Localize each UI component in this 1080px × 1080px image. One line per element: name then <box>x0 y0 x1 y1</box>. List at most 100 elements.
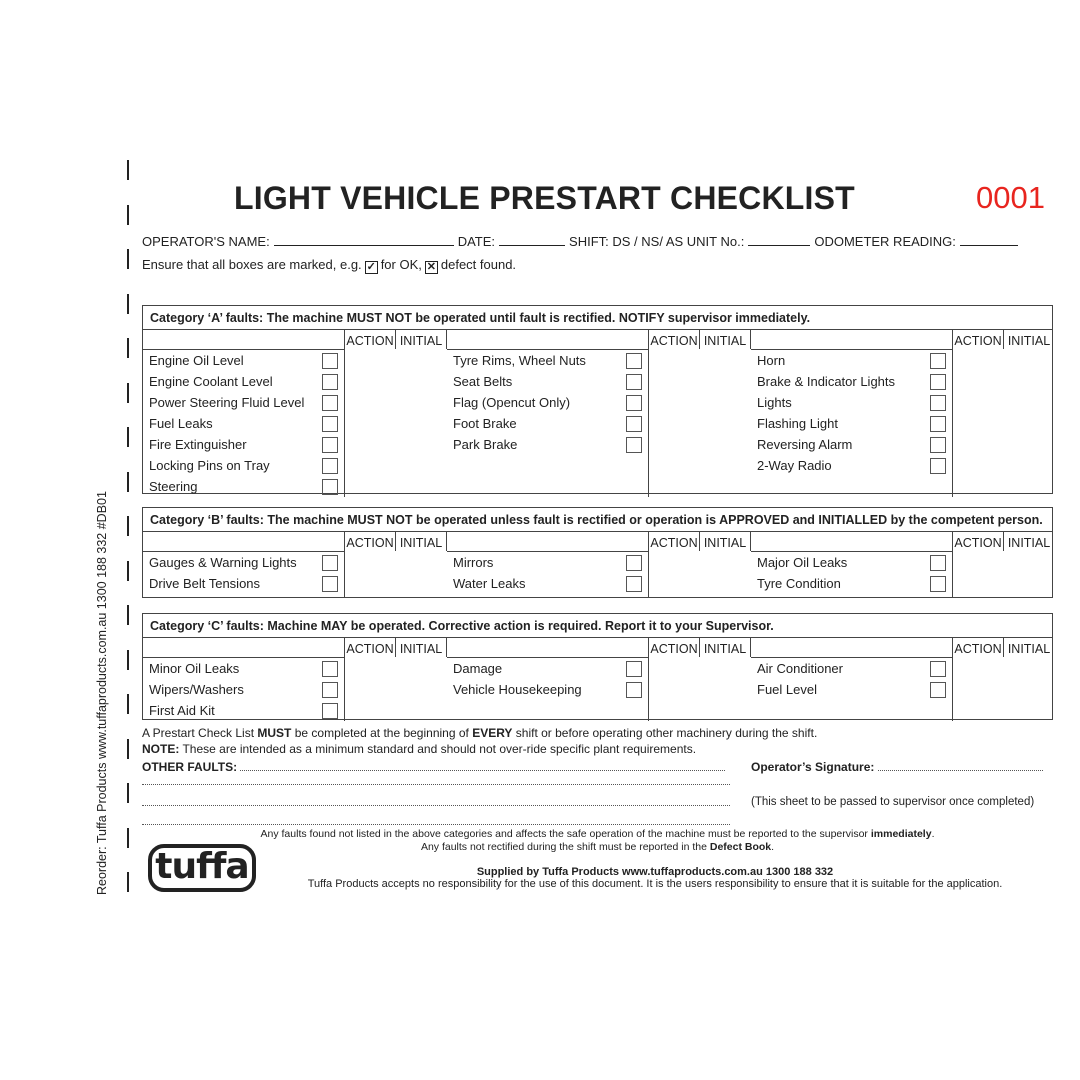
initial-column[interactable]: INITIAL <box>396 330 447 349</box>
item-label: Tyre Rims, Wheel Nuts <box>453 353 586 368</box>
item-label: Drive Belt Tensions <box>149 576 261 591</box>
other-faults-line[interactable] <box>142 775 730 785</box>
cut-mark <box>127 783 129 803</box>
initial-column[interactable]: INITIAL <box>396 638 447 657</box>
action-column[interactable]: ACTION <box>345 330 396 349</box>
item-checkbox[interactable] <box>322 575 338 592</box>
item-checkbox[interactable] <box>930 373 946 390</box>
initial-column[interactable]: INITIAL <box>700 532 751 551</box>
item-checkbox[interactable] <box>626 681 642 698</box>
checklist-item: Fuel Leaks <box>143 413 344 434</box>
item-label: Fire Extinguisher <box>149 437 247 452</box>
item-label: Steering <box>149 479 198 494</box>
initial-column[interactable]: INITIAL <box>1004 532 1054 551</box>
other-faults-line[interactable] <box>142 815 730 825</box>
item-checkbox[interactable] <box>322 415 338 432</box>
category-heading: Category ‘C’ faults: Machine MAY be oper… <box>143 614 1052 638</box>
item-checkbox[interactable] <box>930 394 946 411</box>
item-group: Air Conditioner Fuel Level <box>751 638 953 721</box>
item-label: Horn <box>757 353 786 368</box>
item-checkbox[interactable] <box>626 554 642 571</box>
category-a-section: Category ‘A’ faults: The machine MUST NO… <box>142 305 1054 497</box>
item-group: Damage Vehicle Housekeeping <box>447 638 649 721</box>
cut-mark <box>127 605 129 625</box>
checklist-item: First Aid Kit <box>143 700 344 721</box>
must-text: A Prestart Check List MUST be completed … <box>142 726 818 740</box>
unit-field[interactable] <box>748 236 811 246</box>
initial-column[interactable]: INITIAL <box>700 638 751 657</box>
item-checkbox[interactable] <box>626 660 642 677</box>
operator-name-field[interactable] <box>273 236 454 246</box>
item-checkbox[interactable] <box>322 478 338 495</box>
item-label: Air Conditioner <box>757 661 843 676</box>
action-column[interactable]: ACTION <box>345 532 396 551</box>
initial-header: INITIAL <box>1007 536 1051 550</box>
action-column[interactable]: ACTION <box>953 638 1004 657</box>
action-column[interactable]: ACTION <box>345 638 396 657</box>
item-label: Foot Brake <box>453 416 517 431</box>
initial-column[interactable]: INITIAL <box>1004 638 1054 657</box>
item-checkbox[interactable] <box>626 575 642 592</box>
cut-mark <box>127 516 129 536</box>
action-column[interactable]: ACTION <box>649 532 700 551</box>
item-checkbox[interactable] <box>930 660 946 677</box>
action-column[interactable]: ACTION <box>953 532 1004 551</box>
instructions: Ensure that all boxes are marked, e.g. ✓ f… <box>142 257 516 274</box>
cut-mark <box>127 427 129 447</box>
tuffa-logo: tuffa <box>148 844 256 892</box>
initial-header: INITIAL <box>703 536 747 550</box>
date-field[interactable] <box>499 236 566 246</box>
other-faults-line[interactable] <box>142 796 730 806</box>
item-checkbox[interactable] <box>322 702 338 719</box>
item-checkbox[interactable] <box>322 457 338 474</box>
action-column[interactable]: ACTION <box>649 638 700 657</box>
item-checkbox[interactable] <box>930 415 946 432</box>
item-group: Major Oil Leaks Tyre Condition <box>751 532 953 597</box>
item-checkbox[interactable] <box>626 415 642 432</box>
signature-field[interactable] <box>877 761 1043 771</box>
item-label: Gauges & Warning Lights <box>149 555 297 570</box>
initial-column[interactable]: INITIAL <box>700 330 751 349</box>
item-checkbox[interactable] <box>930 575 946 592</box>
initial-column[interactable]: INITIAL <box>1004 330 1054 349</box>
action-column[interactable]: ACTION <box>649 330 700 349</box>
item-checkbox[interactable] <box>322 373 338 390</box>
item-checkbox[interactable] <box>322 660 338 677</box>
item-checkbox[interactable] <box>930 457 946 474</box>
cut-mark <box>127 827 129 848</box>
checklist-item: Seat Belts <box>447 371 648 392</box>
item-checkbox[interactable] <box>626 394 642 411</box>
item-group: Mirrors Water Leaks <box>447 532 649 597</box>
item-checkbox[interactable] <box>930 681 946 698</box>
action-header: ACTION <box>650 334 698 348</box>
item-checkbox[interactable] <box>930 554 946 571</box>
item-checkbox[interactable] <box>626 436 642 453</box>
cut-mark <box>127 560 129 581</box>
item-checkbox[interactable] <box>626 373 642 390</box>
action-column[interactable]: ACTION <box>953 330 1004 349</box>
odometer-field[interactable] <box>959 236 1018 246</box>
item-label: Water Leaks <box>453 576 526 591</box>
item-checkbox[interactable] <box>322 681 338 698</box>
item-checkbox[interactable] <box>930 436 946 453</box>
item-label: Flag (Opencut Only) <box>453 395 571 410</box>
item-checkbox[interactable] <box>322 394 338 411</box>
checklist-item: Wipers/Washers <box>143 679 344 700</box>
item-checkbox[interactable] <box>322 554 338 571</box>
signature: Operator’s Signature: <box>751 760 1043 774</box>
item-checkbox[interactable] <box>626 352 642 369</box>
other-faults: OTHER FAULTS: <box>142 760 726 774</box>
item-label: Major Oil Leaks <box>757 555 848 570</box>
initial-column[interactable]: INITIAL <box>396 532 447 551</box>
checklist-item: Air Conditioner <box>751 658 952 679</box>
cut-mark <box>127 204 129 225</box>
item-checkbox[interactable] <box>322 352 338 369</box>
defect-text: defect found. <box>440 257 517 272</box>
checklist-item: Reversing Alarm <box>751 434 952 455</box>
supplied-text: Supplied by Tuffa Products www.tuffaprod… <box>476 866 834 878</box>
action-header: ACTION <box>346 536 394 550</box>
item-checkbox[interactable] <box>322 436 338 453</box>
pass-note: (This sheet to be passed to supervisor o… <box>751 796 1035 808</box>
other-faults-field[interactable] <box>240 761 726 771</box>
item-checkbox[interactable] <box>930 352 946 369</box>
